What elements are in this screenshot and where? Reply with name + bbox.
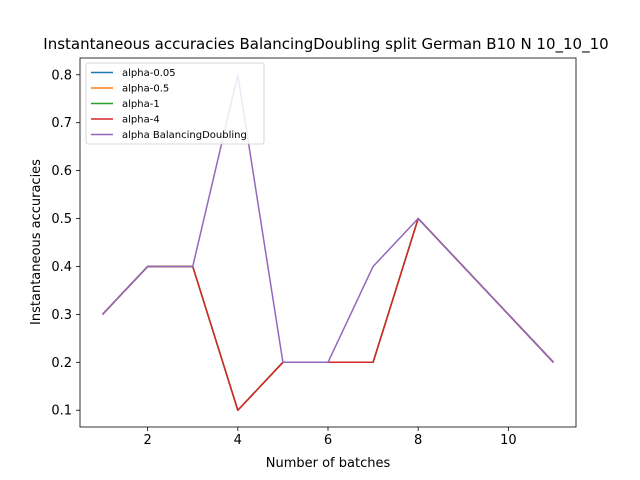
legend-label: alpha-1 [122, 99, 160, 110]
x-tick-label: 10 [500, 433, 517, 448]
legend-box [85, 62, 265, 145]
x-tick-label: 8 [414, 433, 422, 448]
legend-label: alpha-0.5 [122, 84, 169, 95]
series-line-3 [102, 217, 554, 411]
x-axis-label: Number of batches [266, 456, 391, 471]
y-tick-label: 0.4 [51, 260, 72, 275]
x-tick-label: 6 [324, 433, 332, 448]
legend-label: alpha-0.05 [122, 68, 176, 79]
legend: alpha-0.05 alpha-0.5 alpha-1 alpha-4 alpha B… [85, 62, 265, 145]
y-axis-label: Instantaneous accuracies [29, 159, 44, 325]
y-tick-label: 0.3 [51, 308, 72, 323]
y-tick-label: 0.2 [51, 356, 72, 371]
legend-label: alpha-4 [122, 115, 160, 126]
x-axis: 2 4 6 8 10 [143, 427, 517, 448]
series-line-4 [102, 74, 554, 364]
chart-title: Instantaneous accuracies BalancingDoubli… [43, 35, 608, 54]
y-tick-label: 0.8 [51, 68, 72, 83]
series-line-0 [102, 217, 554, 411]
y-tick-label: 0.5 [51, 212, 72, 227]
x-tick-label: 2 [143, 433, 151, 448]
series-line-1 [102, 217, 554, 411]
y-tick-label: 0.7 [51, 116, 72, 131]
legend-label: alpha BalancingDoubling [122, 130, 247, 141]
x-tick-label: 4 [234, 433, 242, 448]
y-tick-label: 0.1 [51, 404, 72, 419]
y-tick-label: 0.6 [51, 164, 72, 179]
series-line-2 [102, 217, 554, 411]
series-group [102, 74, 554, 411]
y-axis: 0.1 0.2 0.3 0.4 0.5 0.6 0.7 0.8 [51, 68, 80, 419]
